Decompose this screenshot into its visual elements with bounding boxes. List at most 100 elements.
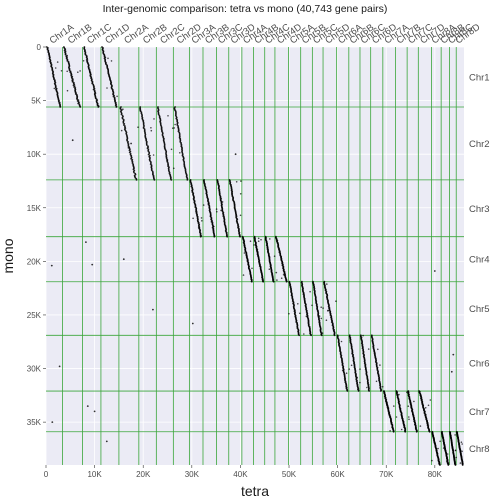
right-chromosome-label: Chr1 <box>469 73 490 84</box>
gene-pair-point <box>213 235 216 238</box>
gene-pair-point <box>250 280 253 283</box>
gene-pair-point <box>215 208 218 210</box>
gene-pair-point <box>173 167 175 170</box>
gene-pair-point <box>106 87 108 89</box>
gene-pair-point <box>288 312 290 315</box>
gene-pair-point <box>58 365 61 368</box>
gene-pair-point <box>379 364 381 366</box>
gene-pair-point <box>442 447 445 449</box>
gene-pair-point <box>179 152 181 154</box>
gene-pair-point <box>167 115 169 117</box>
gene-pair-point <box>79 70 81 72</box>
gene-pair-point <box>53 87 56 90</box>
gene-pair-point <box>130 142 133 145</box>
gene-pair-point <box>105 440 108 443</box>
gene-pair-point <box>153 118 155 120</box>
gene-pair-point <box>450 370 453 373</box>
gene-pair-point <box>326 283 328 285</box>
gene-pair-point <box>210 215 212 217</box>
gene-pair-point <box>235 181 238 183</box>
gene-pair-point <box>445 460 448 462</box>
gene-pair-point <box>461 443 464 445</box>
gene-pair-point <box>145 144 148 146</box>
gene-pair-point <box>356 376 359 379</box>
gene-pair-point <box>321 332 324 334</box>
gene-pair-point <box>221 201 224 203</box>
gene-pair-point <box>213 225 215 228</box>
gene-pair-point <box>427 404 430 407</box>
gene-pair-point <box>350 364 353 367</box>
x-tick-label: 40K <box>233 470 248 479</box>
gene-pair-point <box>66 89 69 92</box>
gene-pair-point <box>460 441 463 444</box>
gene-pair-point <box>93 410 96 413</box>
gene-pair-point <box>276 279 278 281</box>
gene-pair-point <box>320 317 323 320</box>
gene-pair-point <box>333 334 336 337</box>
y-axis-label: mono <box>0 238 16 273</box>
right-chromosome-label: Chr6 <box>469 359 490 370</box>
gene-pair-point <box>150 129 153 132</box>
gene-pair-point <box>110 60 113 62</box>
gene-pair-point <box>434 442 437 444</box>
gene-pair-point <box>152 154 155 156</box>
gene-pair-point <box>335 300 337 303</box>
gene-pair-point <box>66 70 68 73</box>
gene-pair-point <box>448 462 450 464</box>
gene-pair-point <box>340 340 343 343</box>
right-chromosome-labels: Chr1 Chr2 Chr3 Chr4 Chr5 Chr6 Chr7 Chr8 <box>469 73 490 455</box>
gene-pair-point <box>393 405 395 407</box>
gene-pair-point <box>60 70 63 72</box>
gene-pair-point <box>341 369 344 372</box>
gene-pair-point <box>153 179 156 181</box>
gene-pair-point <box>439 440 441 443</box>
gene-pair-point <box>200 217 203 219</box>
gene-pair-point <box>429 399 432 401</box>
gene-pair-point <box>56 61 59 63</box>
gene-pair-point <box>297 303 299 305</box>
x-tick-label: 0 <box>44 470 49 479</box>
gene-pair-point <box>362 334 364 337</box>
gene-pair-point <box>408 418 410 421</box>
gene-pair-point <box>424 407 427 409</box>
right-chromosome-label: Chr4 <box>469 255 490 266</box>
gene-pair-point <box>82 60 85 62</box>
gene-pair-point <box>398 393 400 396</box>
gene-pair-point <box>413 400 415 403</box>
gene-pair-point <box>461 450 463 453</box>
gene-pair-point <box>50 264 53 267</box>
right-chromosome-label: Chr8 <box>469 444 490 455</box>
gene-pair-point <box>77 71 79 73</box>
gene-pair-point <box>389 430 391 432</box>
gene-pair-point <box>381 385 384 388</box>
gene-pair-point <box>201 220 203 222</box>
gene-pair-point <box>437 447 439 450</box>
right-chromosome-label: Chr7 <box>469 407 490 418</box>
gene-pair-point <box>433 270 436 272</box>
gene-pair-point <box>86 405 89 407</box>
gene-pair-point <box>197 226 200 229</box>
gene-pair-point <box>71 80 74 83</box>
gene-pair-point <box>269 238 271 240</box>
gene-pair-point <box>120 129 123 132</box>
gene-pair-point <box>174 123 176 126</box>
gene-pair-point <box>431 459 433 462</box>
gene-pair-point <box>262 280 265 283</box>
gene-pair-point <box>367 348 370 350</box>
x-tick-label: 20K <box>136 470 151 479</box>
gene-pair-point <box>346 390 349 392</box>
gene-pair-point <box>147 153 150 156</box>
gene-pair-point <box>239 193 242 195</box>
gene-pair-point <box>309 290 311 293</box>
x-tick-label: 50K <box>282 470 297 479</box>
gene-pair-point <box>368 390 370 392</box>
gene-pair-point <box>173 127 175 129</box>
gene-pair-point <box>64 53 67 56</box>
gene-pair-point <box>273 255 276 257</box>
gene-pair-point <box>454 449 457 452</box>
gene-pair-point <box>243 252 246 254</box>
gene-pair-point <box>280 277 283 280</box>
gene-pair-point <box>275 271 278 274</box>
y-tick-label: 35K <box>27 418 42 427</box>
